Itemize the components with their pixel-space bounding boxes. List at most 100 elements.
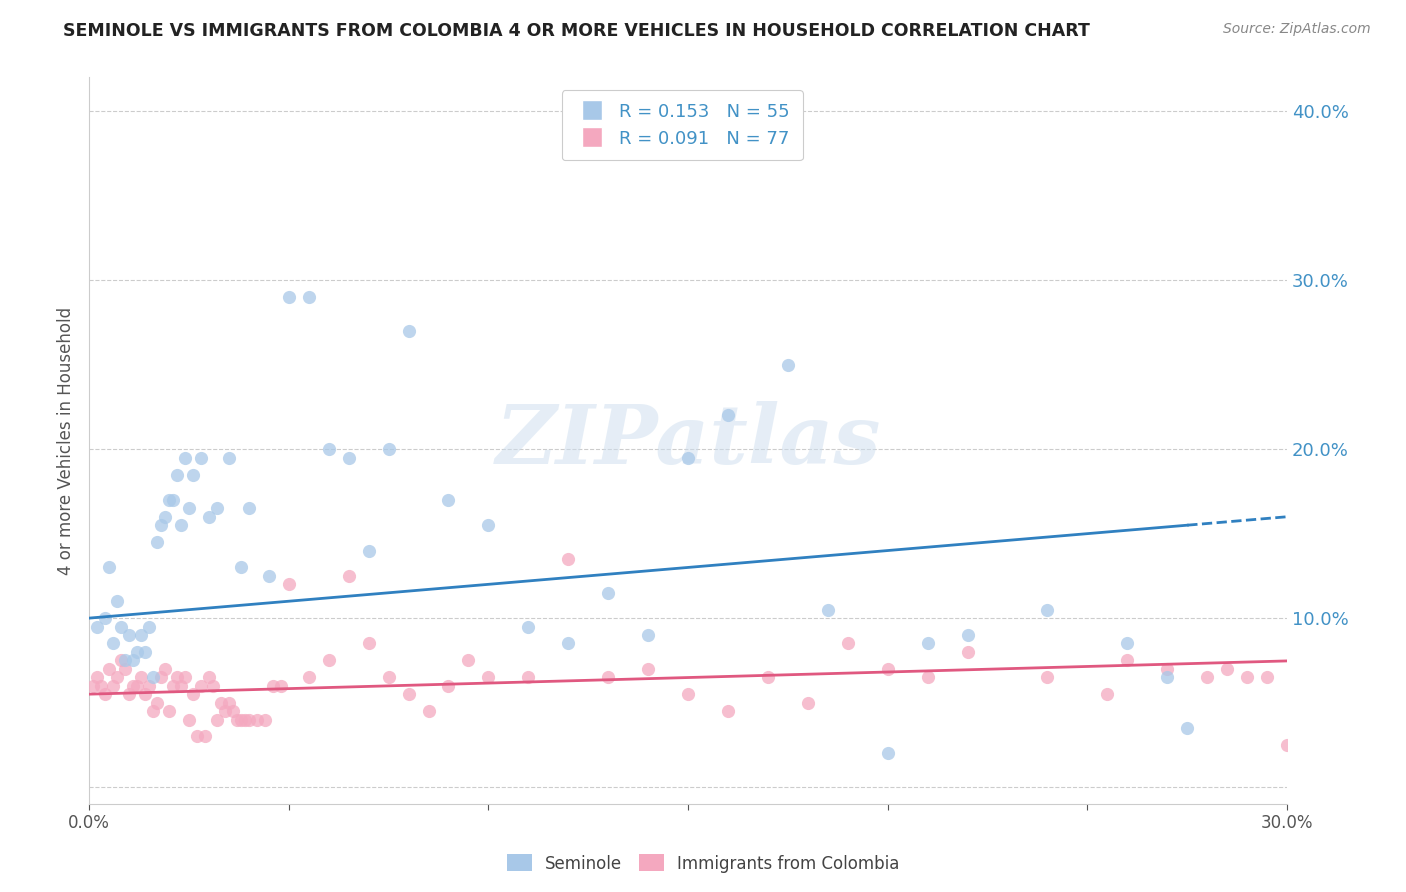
Point — [101, 636, 124, 650]
Point — [98, 662, 121, 676]
Point — [105, 670, 128, 684]
Point — [146, 696, 169, 710]
Point — [153, 662, 176, 676]
Point — [98, 560, 121, 574]
Point — [1236, 670, 1258, 684]
Point — [817, 602, 839, 616]
Point — [114, 653, 136, 667]
Point — [101, 679, 124, 693]
Point — [190, 679, 212, 693]
Point — [149, 518, 172, 533]
Point — [198, 509, 221, 524]
Point — [917, 636, 939, 650]
Point — [129, 628, 152, 642]
Point — [1097, 687, 1119, 701]
Point — [262, 679, 284, 693]
Text: ZIPatlas: ZIPatlas — [495, 401, 880, 481]
Point — [125, 679, 148, 693]
Point — [205, 713, 228, 727]
Point — [122, 653, 145, 667]
Point — [94, 687, 117, 701]
Point — [477, 670, 499, 684]
Point — [157, 704, 180, 718]
Point — [876, 747, 898, 761]
Point — [125, 645, 148, 659]
Point — [253, 713, 276, 727]
Point — [598, 670, 620, 684]
Point — [1175, 721, 1198, 735]
Point — [318, 653, 340, 667]
Point — [337, 450, 360, 465]
Point — [186, 730, 208, 744]
Point — [357, 636, 380, 650]
Point — [298, 670, 321, 684]
Point — [956, 645, 979, 659]
Point — [1036, 602, 1059, 616]
Point — [134, 687, 156, 701]
Point — [1216, 662, 1239, 676]
Point — [174, 450, 197, 465]
Point — [377, 670, 399, 684]
Point — [110, 653, 132, 667]
Point — [557, 552, 579, 566]
Point — [218, 696, 240, 710]
Point — [598, 586, 620, 600]
Point — [637, 662, 659, 676]
Legend: R = 0.153   N = 55, R = 0.091   N = 77: R = 0.153 N = 55, R = 0.091 N = 77 — [561, 90, 803, 161]
Point — [277, 577, 299, 591]
Point — [876, 662, 898, 676]
Point — [110, 619, 132, 633]
Point — [517, 619, 540, 633]
Point — [114, 662, 136, 676]
Point — [190, 450, 212, 465]
Point — [246, 713, 269, 727]
Point — [1296, 670, 1319, 684]
Point — [756, 670, 779, 684]
Point — [129, 670, 152, 684]
Point — [134, 645, 156, 659]
Point — [457, 653, 479, 667]
Point — [1116, 653, 1139, 667]
Point — [477, 518, 499, 533]
Point — [86, 670, 108, 684]
Point — [82, 679, 104, 693]
Point — [142, 670, 165, 684]
Point — [201, 679, 224, 693]
Point — [118, 687, 141, 701]
Point — [94, 611, 117, 625]
Point — [138, 619, 160, 633]
Point — [229, 560, 252, 574]
Point — [517, 670, 540, 684]
Point — [166, 467, 188, 482]
Point — [177, 713, 200, 727]
Point — [357, 543, 380, 558]
Point — [174, 670, 197, 684]
Point — [157, 492, 180, 507]
Point — [717, 704, 740, 718]
Point — [153, 509, 176, 524]
Point — [318, 442, 340, 457]
Point — [238, 713, 260, 727]
Point — [90, 679, 112, 693]
Point — [377, 442, 399, 457]
Point — [270, 679, 292, 693]
Point — [1256, 670, 1278, 684]
Point — [776, 358, 799, 372]
Point — [122, 679, 145, 693]
Point — [181, 467, 204, 482]
Point — [298, 290, 321, 304]
Point — [86, 619, 108, 633]
Point — [162, 492, 184, 507]
Point — [1197, 670, 1219, 684]
Point — [637, 628, 659, 642]
Point — [146, 535, 169, 549]
Point — [198, 670, 221, 684]
Point — [398, 687, 420, 701]
Point — [138, 679, 160, 693]
Point — [170, 518, 193, 533]
Point — [149, 670, 172, 684]
Point — [917, 670, 939, 684]
Point — [1036, 670, 1059, 684]
Point — [205, 501, 228, 516]
Point — [418, 704, 440, 718]
